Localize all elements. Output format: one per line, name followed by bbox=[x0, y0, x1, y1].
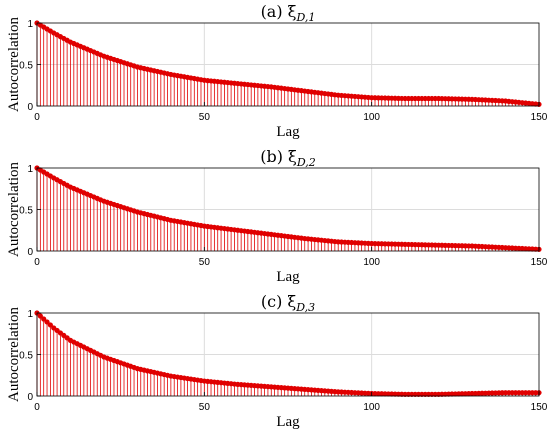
y-tick-label: 1 bbox=[27, 164, 33, 175]
stem-marker bbox=[47, 322, 53, 328]
x-tick-label: 0 bbox=[34, 112, 40, 123]
stem-marker bbox=[41, 316, 47, 322]
x-axis-label: Lag bbox=[276, 269, 300, 285]
y-tick-label: 0 bbox=[27, 247, 33, 258]
y-tick-label: 1 bbox=[27, 309, 33, 320]
chart-panel-3: 0 50 100 150 0 0.5 1 (c) ξD,3 Lag Autocorrelation bbox=[6, 292, 548, 430]
stem-series bbox=[34, 310, 542, 397]
x-tick-label: 150 bbox=[531, 112, 548, 123]
chart-title: (c) ξD,3 bbox=[261, 292, 315, 314]
y-tick-label: 0.5 bbox=[19, 351, 33, 362]
x-axis-label: Lag bbox=[276, 124, 300, 140]
stem-marker bbox=[37, 313, 43, 319]
x-tick-label: 100 bbox=[363, 257, 380, 268]
y-tick-label: 1 bbox=[27, 19, 33, 30]
y-axis-label: Autocorrelation bbox=[6, 17, 22, 112]
chart-panel-2: 0 50 100 150 0 0.5 1 (b) ξD,2 Lag Autocorrelation bbox=[6, 147, 548, 285]
chart-panel-1: 0 50 100 150 0 0.5 1 (a) ξD,1 Lag Autocorrelation bbox=[6, 2, 548, 140]
x-tick-label: 50 bbox=[199, 112, 211, 123]
x-tick-label: 50 bbox=[199, 402, 211, 413]
chart-title: (a) ξD,1 bbox=[261, 2, 316, 24]
y-axis-label: Autocorrelation bbox=[6, 307, 22, 402]
x-tick-label: 150 bbox=[531, 257, 548, 268]
chart-title: (b) ξD,2 bbox=[260, 147, 316, 169]
y-tick-label: 0.5 bbox=[19, 61, 33, 72]
y-tick-label: 0 bbox=[27, 102, 33, 113]
x-tick-label: 150 bbox=[531, 402, 548, 413]
x-tick-label: 50 bbox=[199, 257, 211, 268]
stem-marker bbox=[44, 319, 50, 325]
y-axis-label: Autocorrelation bbox=[6, 162, 22, 257]
x-tick-label: 100 bbox=[363, 402, 380, 413]
y-tick-label: 0 bbox=[27, 392, 33, 403]
x-tick-label: 0 bbox=[34, 402, 40, 413]
y-tick-label: 0.5 bbox=[19, 206, 33, 217]
stem-series bbox=[34, 165, 542, 252]
x-tick-label: 100 bbox=[363, 112, 380, 123]
x-tick-label: 0 bbox=[34, 257, 40, 268]
x-axis-label: Lag bbox=[276, 414, 300, 430]
stem-series bbox=[34, 20, 542, 107]
